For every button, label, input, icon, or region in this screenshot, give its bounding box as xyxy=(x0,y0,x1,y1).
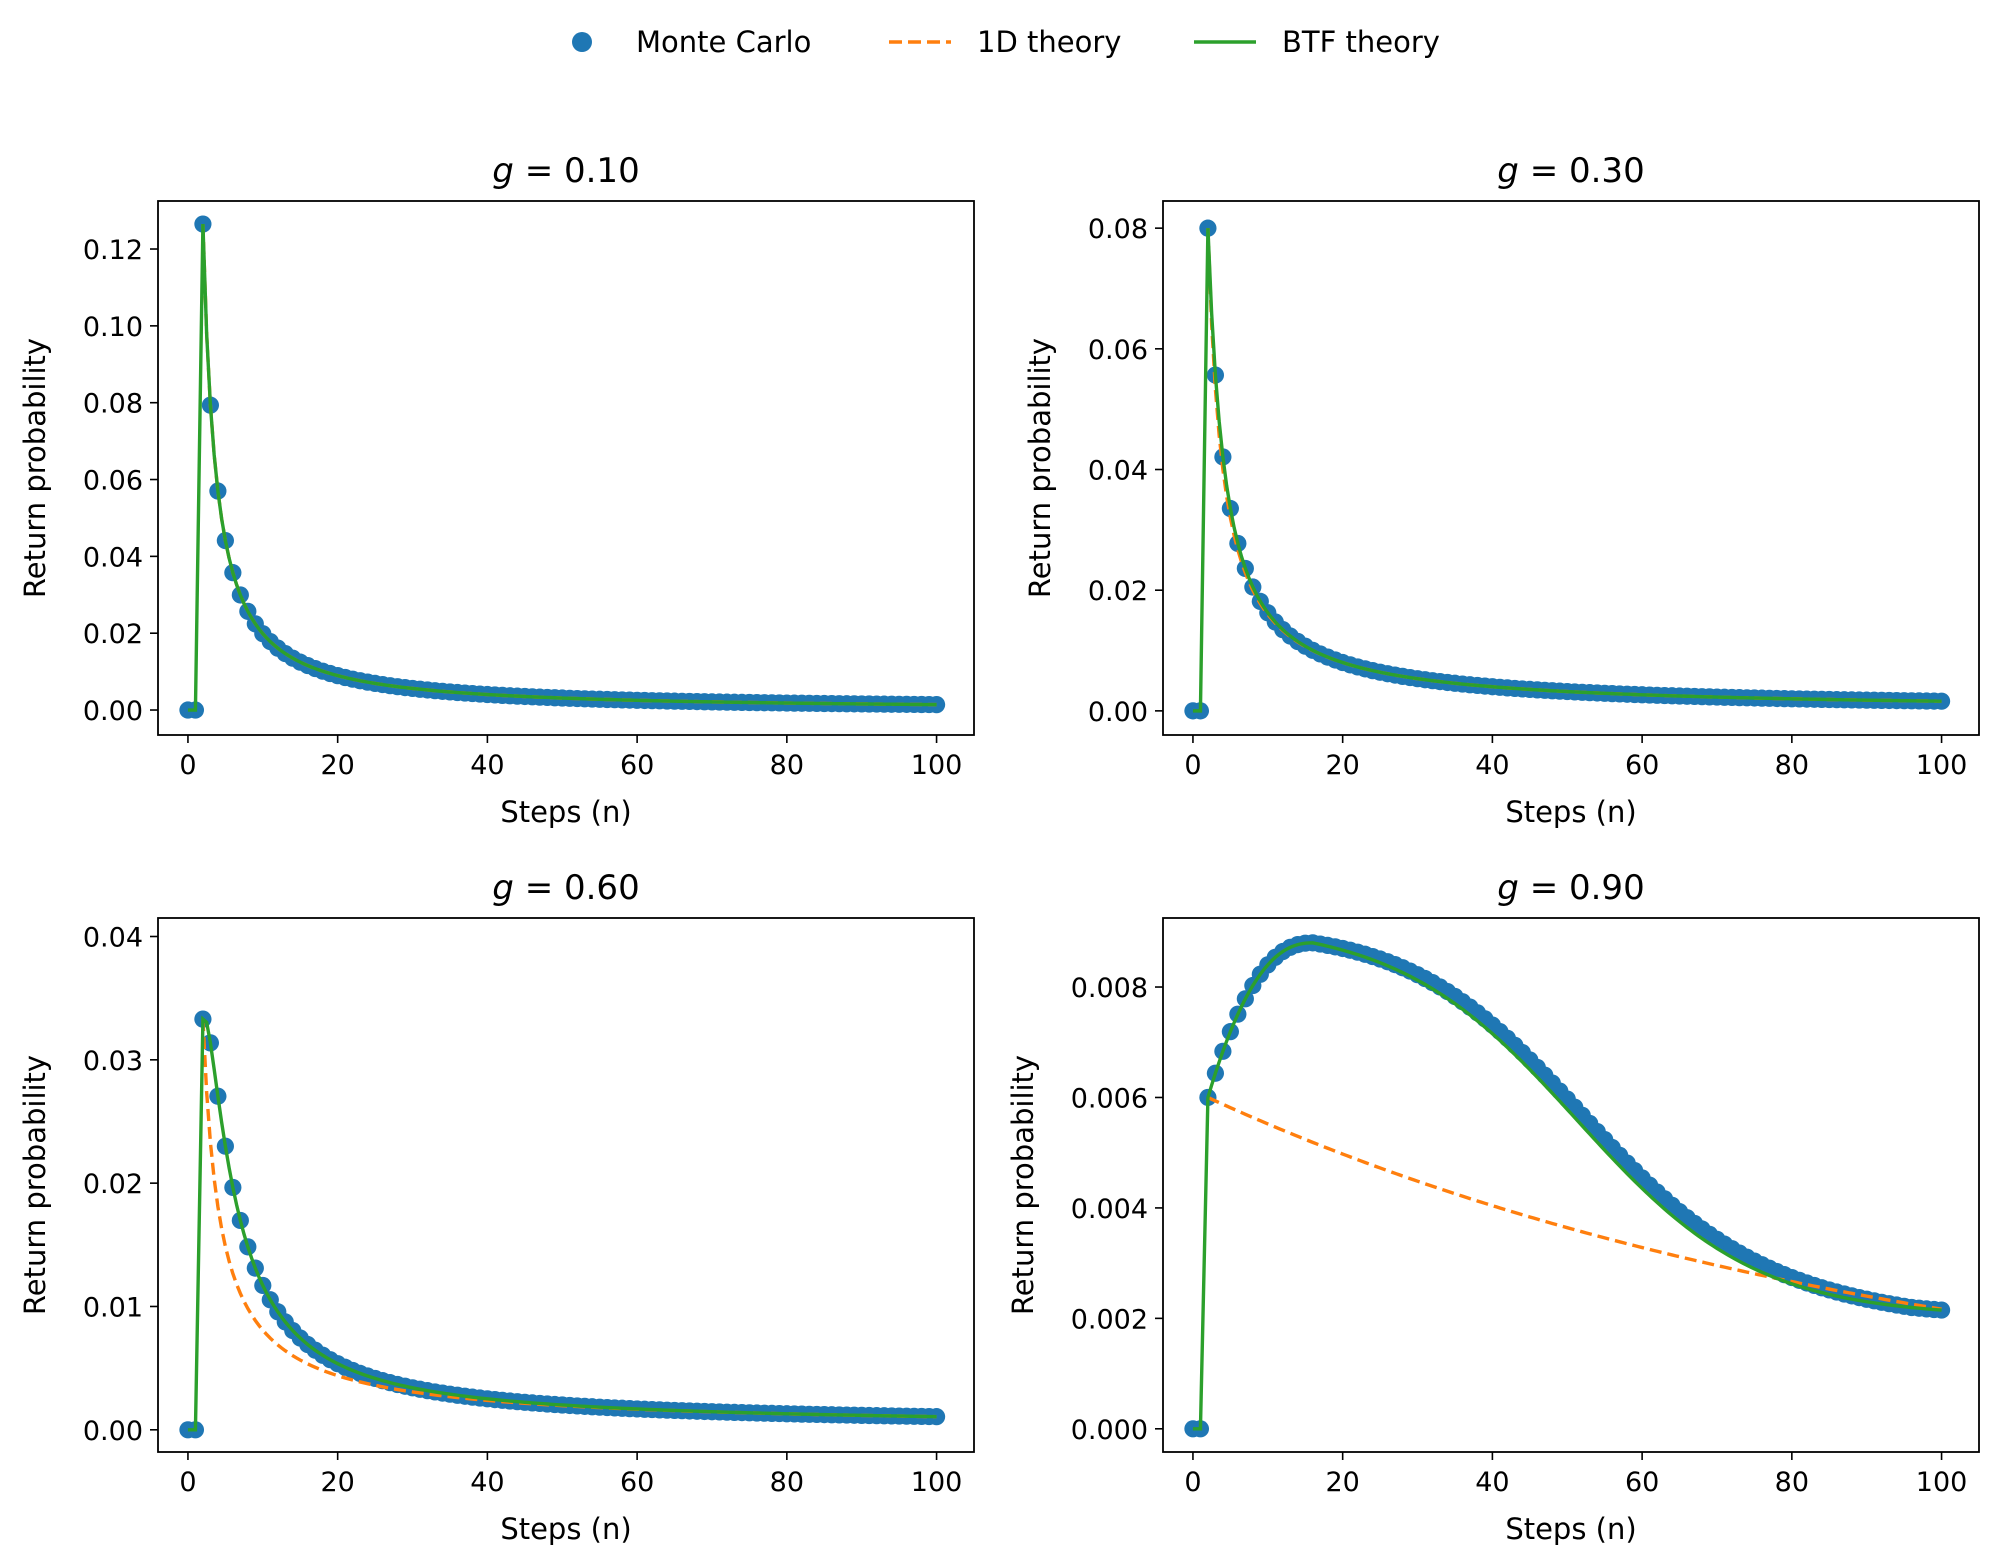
x-tick-label: 100 xyxy=(911,1467,963,1498)
x-axis-label: Steps (n) xyxy=(500,795,631,829)
line-btf-theory xyxy=(1192,228,1942,713)
legend-solid-line-icon xyxy=(1194,40,1256,44)
panel-data xyxy=(1184,219,1951,720)
line-1d-theory xyxy=(1206,228,1942,703)
line-btf-theory xyxy=(187,1015,937,1432)
y-tick-label: 0.04 xyxy=(83,542,143,573)
y-tick-label: 0.06 xyxy=(1088,335,1148,366)
x-tick-label: 20 xyxy=(320,750,354,781)
x-tick-label: 60 xyxy=(1625,750,1659,781)
y-tick-label: 0.01 xyxy=(83,1292,143,1323)
y-tick-label: 0.06 xyxy=(83,466,143,497)
y-tick-label: 0.00 xyxy=(1088,697,1148,728)
y-tick-label: 0.04 xyxy=(83,922,143,953)
panel-title-value: = 0.30 xyxy=(1519,151,1645,191)
x-tick-label: 60 xyxy=(620,750,654,781)
x-tick-label: 100 xyxy=(1916,750,1968,781)
figure-legend: Monte Carlo 1D theory BTF theory xyxy=(0,0,2000,90)
y-tick-label: 0.03 xyxy=(83,1046,143,1077)
legend-entry-monte-carlo[interactable]: Monte Carlo xyxy=(560,18,811,66)
x-tick-label: 40 xyxy=(1475,750,1509,781)
y-axis-label: Return probability xyxy=(18,338,52,598)
y-tick-label: 0.000 xyxy=(1071,1415,1148,1446)
y-tick-label: 0.02 xyxy=(83,1169,143,1200)
legend-entry-1d-theory[interactable]: 1D theory xyxy=(885,18,1121,66)
y-tick-label: 0.12 xyxy=(83,235,143,266)
panel-title: g = 0.90 xyxy=(1497,868,1644,908)
y-tick-label: 0.02 xyxy=(83,619,143,650)
y-axis-label: Return probability xyxy=(1023,338,1057,598)
panel-2: g = 0.30 0 20 40 60 80 100 0.00 0.02 0.04 0.06 0.08… xyxy=(1023,151,1980,829)
panel-title: g = 0.60 xyxy=(492,868,639,908)
x-tick-label: 40 xyxy=(470,750,504,781)
y-tick-label: 0.006 xyxy=(1071,1083,1148,1114)
x-axis-label: Steps (n) xyxy=(1505,1512,1636,1546)
x-tick-label: 20 xyxy=(320,1467,354,1498)
panel-frame xyxy=(157,917,975,1453)
x-tick-label: 0 xyxy=(179,1467,196,1498)
y-tick-label: 0.04 xyxy=(1088,456,1148,487)
line-1d-theory xyxy=(201,223,937,707)
panel-title: g = 0.10 xyxy=(492,151,639,191)
legend-entry-btf-theory[interactable]: BTF theory xyxy=(1190,18,1440,66)
y-tick-label: 0.004 xyxy=(1071,1194,1148,1225)
x-tick-label: 0 xyxy=(179,750,196,781)
y-tick-label: 0.08 xyxy=(1088,214,1148,245)
panel-frame xyxy=(1162,200,1980,736)
x-tick-label: 40 xyxy=(1475,1467,1509,1498)
x-tick-label: 20 xyxy=(1325,750,1359,781)
x-axis-label: Steps (n) xyxy=(1505,795,1636,829)
line-1d-theory xyxy=(1207,1095,1942,1311)
panel-title-variable: g xyxy=(492,151,514,191)
panel-title-value: = 0.60 xyxy=(514,868,640,908)
y-axis-label: Return probability xyxy=(18,1055,52,1315)
legend-marker-circle-icon xyxy=(572,32,592,52)
x-tick-label: 60 xyxy=(1625,1467,1659,1498)
x-tick-label: 80 xyxy=(1775,750,1809,781)
panel-title-variable: g xyxy=(1497,868,1519,908)
x-tick-label: 20 xyxy=(1325,1467,1359,1498)
x-tick-label: 0 xyxy=(1184,1467,1201,1498)
y-tick-label: 0.008 xyxy=(1071,973,1148,1004)
x-axis-label: Steps (n) xyxy=(500,1512,631,1546)
panel-title-variable: g xyxy=(492,868,514,908)
y-tick-label: 0.02 xyxy=(1088,576,1148,607)
panel-4: g = 0.90 0 20 40 60 80 100 0.000 0.002 0.004 0.006… xyxy=(1006,868,1980,1546)
line-btf-theory xyxy=(1192,941,1942,1431)
x-tick-label: 80 xyxy=(1775,1467,1809,1498)
y-tick-label: 0.00 xyxy=(83,696,143,727)
panel-frame xyxy=(157,200,975,736)
panel-3: g = 0.60 0 20 40 60 80 100 0.00 0.01 0.02 0.03 0.04… xyxy=(18,868,975,1546)
panel-title-value: = 0.10 xyxy=(514,151,640,191)
y-tick-label: 0.08 xyxy=(83,389,143,420)
panel-1: g = 0.10 0 20 40 60 80 100 0.00 0.02 0.04 0.06 0.08… xyxy=(18,151,975,829)
panel-frame xyxy=(1162,917,1980,1453)
panel-data xyxy=(179,215,946,719)
x-tick-label: 100 xyxy=(1916,1467,1968,1498)
x-tick-label: 60 xyxy=(620,1467,654,1498)
x-tick-label: 100 xyxy=(911,750,963,781)
panel-data xyxy=(1184,934,1951,1438)
line-btf-theory xyxy=(187,223,937,712)
x-tick-label: 80 xyxy=(770,1467,804,1498)
x-tick-label: 80 xyxy=(770,750,804,781)
panel-data xyxy=(179,1010,946,1439)
panel-title-value: = 0.90 xyxy=(1519,868,1645,908)
legend-label-btf-theory: BTF theory xyxy=(1282,25,1440,59)
y-tick-label: 0.00 xyxy=(83,1416,143,1447)
legend-dashed-line-icon xyxy=(889,40,951,44)
x-tick-label: 0 xyxy=(1184,750,1201,781)
legend-label-1d-theory: 1D theory xyxy=(977,25,1122,59)
y-axis-label: Return probability xyxy=(1006,1055,1040,1315)
y-tick-label: 0.10 xyxy=(83,312,143,343)
y-tick-label: 0.002 xyxy=(1071,1304,1148,1335)
legend-label-monte-carlo: Monte Carlo xyxy=(636,25,812,59)
x-tick-label: 40 xyxy=(470,1467,504,1498)
panel-title-variable: g xyxy=(1497,151,1519,191)
panel-title: g = 0.30 xyxy=(1497,151,1644,191)
